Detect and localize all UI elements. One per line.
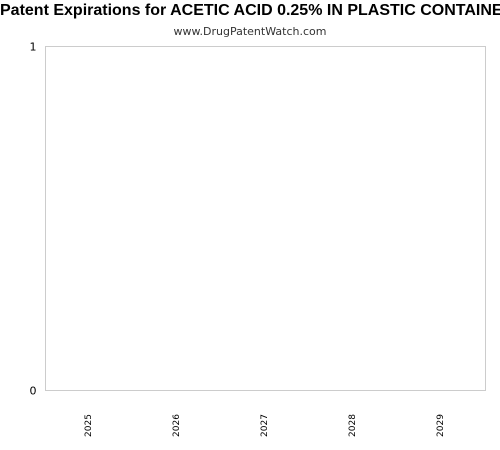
x-tick-label: 2029 [436,414,446,437]
plot-area [45,46,486,391]
x-tick-label: 2025 [84,414,94,437]
y-tick-label: 0 [30,385,37,398]
chart-title: Patent Expirations for ACETIC ACID 0.25%… [0,2,500,19]
y-axis: 01 [30,41,37,398]
x-tick-label: 2028 [348,414,358,437]
x-axis: 2025 2026 2027 2028 2029 [84,414,446,437]
x-tick-label: 2026 [172,414,182,437]
y-tick-label: 1 [30,41,37,54]
chart-subtitle: www.DrugPatentWatch.com [173,25,327,38]
x-tick-label: 2027 [260,414,270,437]
